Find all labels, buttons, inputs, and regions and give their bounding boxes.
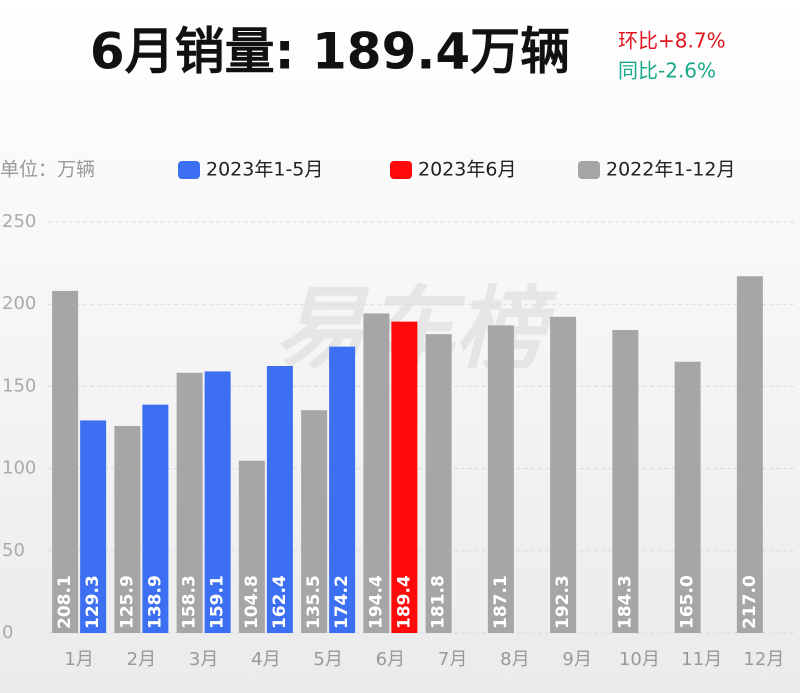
data-label: 129.3 <box>83 575 103 629</box>
bar <box>674 361 701 633</box>
x-tick-label: 11月 <box>681 649 722 670</box>
data-label: 162.4 <box>270 575 290 629</box>
legend-swatch <box>178 161 200 179</box>
bar <box>52 290 79 633</box>
bar <box>238 460 265 633</box>
bar <box>363 313 390 633</box>
y-tick-label: 200 <box>2 293 36 314</box>
legend-label: 2023年6月 <box>418 159 516 181</box>
x-tick-label: 7月 <box>438 649 467 670</box>
bar <box>266 366 293 633</box>
legend-label: 2022年1-12月 <box>606 159 735 181</box>
legend-swatch <box>390 161 412 179</box>
bar <box>204 371 231 633</box>
x-tick-label: 6月 <box>376 649 405 670</box>
bar <box>550 316 577 633</box>
x-tick-label: 10月 <box>619 649 660 670</box>
x-tick-label: 1月 <box>64 649 93 670</box>
data-label: 104.8 <box>242 575 262 629</box>
annotation: 同比-2.6% <box>618 59 716 83</box>
data-label: 194.4 <box>366 575 386 629</box>
data-label: 192.3 <box>553 575 573 629</box>
x-tick-label: 3月 <box>189 649 218 670</box>
y-tick-label: 0 <box>2 622 13 643</box>
bar <box>80 420 107 633</box>
y-tick-label: 50 <box>2 540 25 561</box>
data-label: 138.9 <box>145 575 165 629</box>
bar <box>612 330 639 633</box>
legend-label: 2023年1-5月 <box>206 159 323 181</box>
data-label: 165.0 <box>678 575 698 629</box>
data-label: 174.2 <box>332 575 352 629</box>
data-label: 208.1 <box>55 575 75 629</box>
bar <box>301 410 328 633</box>
x-tick-label: 9月 <box>562 649 591 670</box>
x-tick-label: 2月 <box>127 649 156 670</box>
data-label: 125.9 <box>117 575 137 629</box>
legend-swatch <box>578 161 600 179</box>
unit-label: 单位：万辆 <box>0 159 95 181</box>
y-tick-label: 250 <box>2 211 36 232</box>
data-label: 189.4 <box>394 575 414 629</box>
data-label: 217.0 <box>740 575 760 629</box>
x-tick-label: 4月 <box>251 649 280 670</box>
bar <box>425 334 452 633</box>
chart-title: 6月销量: 189.4万辆 <box>90 23 570 81</box>
y-tick-label: 100 <box>2 458 36 479</box>
x-tick-label: 8月 <box>500 649 529 670</box>
bar <box>487 325 514 633</box>
data-label: 184.3 <box>615 575 635 629</box>
annotation: 环比+8.7% <box>618 29 726 53</box>
bar <box>176 372 203 633</box>
bar <box>142 404 169 633</box>
bar <box>329 346 356 633</box>
bar <box>391 321 418 633</box>
y-tick-label: 150 <box>2 375 36 396</box>
data-label: 159.1 <box>208 575 228 629</box>
data-label: 158.3 <box>180 575 200 629</box>
data-label: 187.1 <box>491 575 511 629</box>
bar <box>114 426 141 633</box>
x-tick-label: 12月 <box>743 649 784 670</box>
bar <box>736 276 763 633</box>
x-tick-label: 5月 <box>313 649 342 670</box>
data-label: 135.5 <box>304 575 324 629</box>
data-label: 181.8 <box>429 575 449 629</box>
